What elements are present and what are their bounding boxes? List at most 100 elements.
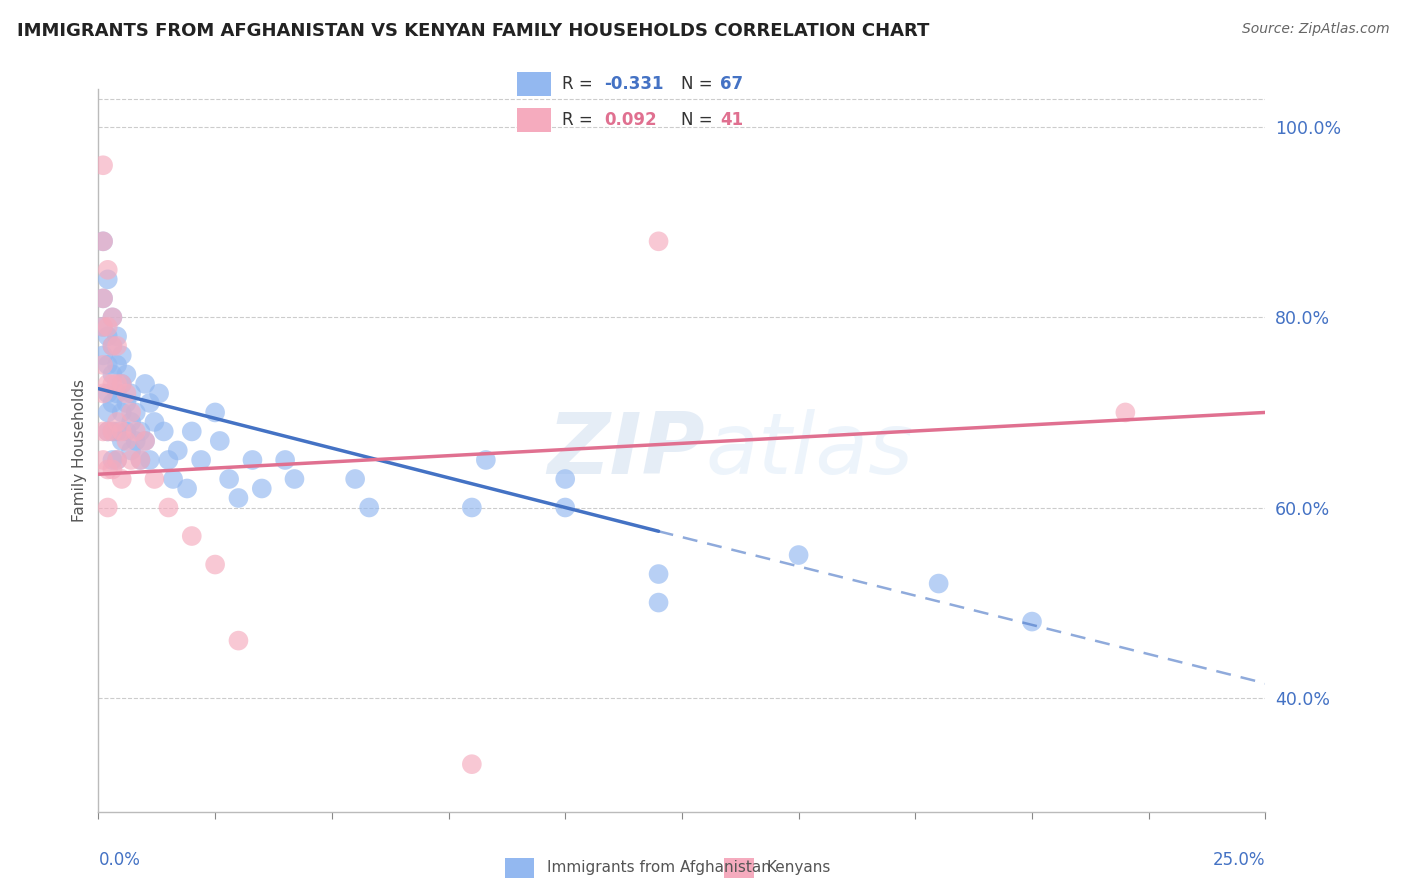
Point: [97, 376, 120, 391]
Point: [647, 567, 669, 582]
Text: N =: N =: [681, 112, 717, 129]
Point: [111, 376, 134, 391]
Point: [475, 453, 498, 467]
Point: [97, 386, 120, 401]
FancyBboxPatch shape: [517, 71, 551, 95]
Point: [97, 405, 120, 419]
Point: [91, 319, 114, 334]
Point: [1114, 405, 1136, 419]
Point: [91, 291, 114, 305]
Point: [115, 386, 138, 401]
Point: [91, 425, 114, 439]
Point: [97, 358, 120, 372]
Point: [111, 472, 134, 486]
Point: [97, 425, 120, 439]
Point: [101, 339, 124, 353]
Point: [218, 472, 240, 486]
Point: [134, 376, 156, 391]
Point: [105, 358, 128, 372]
Text: 0.092: 0.092: [605, 112, 657, 129]
Point: [461, 500, 484, 515]
Point: [101, 376, 124, 391]
Point: [647, 596, 669, 610]
Point: [148, 386, 170, 401]
Text: R =: R =: [562, 112, 599, 129]
Point: [115, 434, 138, 448]
Point: [139, 453, 162, 467]
Point: [120, 405, 142, 419]
Point: [461, 757, 484, 772]
Point: [101, 310, 124, 325]
Point: [125, 434, 148, 448]
Point: [115, 396, 138, 410]
Point: [91, 358, 114, 372]
Point: [120, 443, 142, 458]
Point: [97, 272, 120, 286]
Point: [101, 310, 124, 325]
Text: ZIP: ZIP: [547, 409, 706, 492]
Point: [91, 235, 114, 249]
Point: [105, 453, 128, 467]
Point: [125, 405, 148, 419]
Point: [190, 453, 212, 467]
Point: [180, 529, 202, 543]
Text: Source: ZipAtlas.com: Source: ZipAtlas.com: [1241, 22, 1389, 37]
Point: [120, 415, 142, 429]
FancyBboxPatch shape: [724, 858, 754, 878]
Point: [344, 472, 367, 486]
Point: [120, 386, 142, 401]
Point: [208, 434, 231, 448]
Point: [129, 453, 152, 467]
Point: [91, 235, 114, 249]
Point: [134, 434, 156, 448]
Point: [97, 329, 120, 343]
Point: [139, 396, 162, 410]
Point: [228, 633, 250, 648]
Y-axis label: Family Households: Family Households: [72, 379, 87, 522]
FancyBboxPatch shape: [517, 108, 551, 132]
Point: [180, 425, 202, 439]
Point: [115, 425, 138, 439]
Point: [152, 425, 174, 439]
Point: [105, 339, 128, 353]
Point: [787, 548, 810, 562]
Point: [554, 472, 576, 486]
Text: Immigrants from Afghanistan: Immigrants from Afghanistan: [547, 860, 770, 874]
Point: [111, 348, 134, 362]
Point: [97, 319, 120, 334]
Point: [359, 500, 381, 515]
Point: [125, 425, 148, 439]
Point: [157, 500, 180, 515]
Point: [91, 319, 114, 334]
Point: [554, 500, 576, 515]
FancyBboxPatch shape: [505, 858, 534, 878]
Point: [91, 386, 114, 401]
Point: [204, 405, 226, 419]
Point: [176, 482, 198, 496]
Point: [134, 434, 156, 448]
Text: 25.0%: 25.0%: [1213, 851, 1265, 869]
Text: IMMIGRANTS FROM AFGHANISTAN VS KENYAN FAMILY HOUSEHOLDS CORRELATION CHART: IMMIGRANTS FROM AFGHANISTAN VS KENYAN FA…: [17, 22, 929, 40]
Point: [91, 453, 114, 467]
Point: [101, 339, 124, 353]
Point: [1021, 615, 1043, 629]
Point: [250, 482, 273, 496]
Point: [283, 472, 305, 486]
Point: [91, 348, 114, 362]
Text: atlas: atlas: [706, 409, 914, 492]
Point: [115, 368, 138, 382]
Point: [228, 491, 250, 505]
Text: 41: 41: [720, 112, 742, 129]
Point: [105, 425, 128, 439]
Point: [97, 425, 120, 439]
Point: [105, 329, 128, 343]
Text: N =: N =: [681, 75, 717, 93]
Point: [91, 158, 114, 172]
Point: [111, 434, 134, 448]
Text: 67: 67: [720, 75, 742, 93]
Point: [105, 376, 128, 391]
Point: [242, 453, 264, 467]
Point: [143, 415, 166, 429]
Point: [120, 453, 142, 467]
Point: [204, 558, 226, 572]
